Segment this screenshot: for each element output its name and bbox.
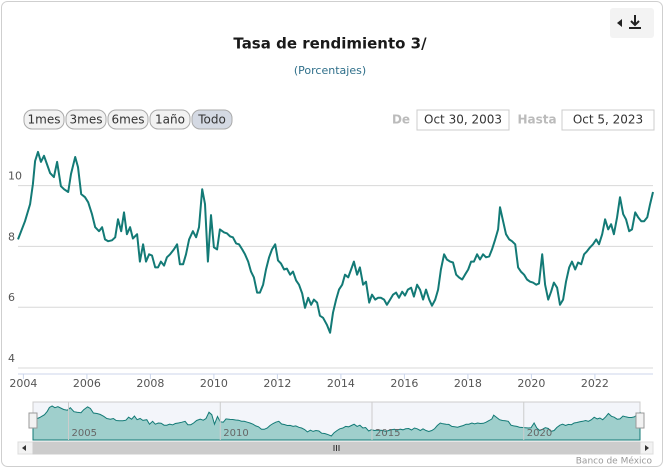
navigator-handle[interactable] xyxy=(635,412,645,429)
y-tick-label: 6 xyxy=(8,291,15,304)
scroll-right-arrow[interactable] xyxy=(645,445,649,451)
navigator-tick-label: 2015 xyxy=(375,428,400,439)
range-button[interactable] xyxy=(23,109,65,130)
to-date[interactable]: Oct 5, 2023 xyxy=(573,113,643,127)
chart-title: Tasa de rendimiento 3/ xyxy=(233,35,427,53)
chart-subtitle: (Porcentajes) xyxy=(294,64,366,77)
range-button-label[interactable]: 3mes xyxy=(70,113,103,127)
x-tick-label: 2006 xyxy=(73,377,101,390)
range-button-label[interactable]: 1año xyxy=(155,113,185,127)
scrollbar-grip xyxy=(333,445,340,451)
range-button[interactable] xyxy=(107,109,149,130)
y-tick-label: 10 xyxy=(8,170,22,183)
navigator-handle[interactable] xyxy=(28,412,38,429)
data-line xyxy=(17,150,654,334)
range-button-label[interactable]: 6mes xyxy=(112,113,145,127)
export-arrow xyxy=(617,19,622,27)
to-input[interactable] xyxy=(561,109,655,131)
x-tick-label: 2014 xyxy=(327,377,355,390)
navigator-tick-label: 2005 xyxy=(72,428,97,439)
scroll-left-arrow[interactable] xyxy=(22,445,26,451)
range-button[interactable] xyxy=(149,109,191,130)
export-button[interactable] xyxy=(610,8,654,38)
navigator-area xyxy=(32,405,641,441)
y-tick-label: 4 xyxy=(8,352,15,365)
credits: Banco de México xyxy=(576,456,653,467)
x-tick-label: 2010 xyxy=(200,377,228,390)
x-tick-label: 2012 xyxy=(263,377,291,390)
from-label: De xyxy=(392,113,410,127)
from-input[interactable] xyxy=(416,109,510,131)
y-tick-label: 8 xyxy=(8,230,15,243)
range-button-label[interactable]: Todo xyxy=(197,113,226,127)
to-label: Hasta xyxy=(517,113,556,127)
x-tick-label: 2016 xyxy=(390,377,418,390)
x-tick-label: 2022 xyxy=(581,377,609,390)
x-tick-label: 2018 xyxy=(454,377,482,390)
x-tick-label: 2008 xyxy=(136,377,164,390)
export-icon xyxy=(629,15,641,29)
range-button[interactable] xyxy=(65,109,107,130)
range-button-label[interactable]: 1mes xyxy=(28,113,61,127)
range-button[interactable] xyxy=(191,109,233,130)
navigator-tick-label: 2010 xyxy=(223,428,248,439)
from-date[interactable]: Oct 30, 2003 xyxy=(424,113,502,127)
navigator-tick-label: 2020 xyxy=(527,428,552,439)
x-tick-label: 2004 xyxy=(9,377,37,390)
x-tick-label: 2020 xyxy=(517,377,545,390)
